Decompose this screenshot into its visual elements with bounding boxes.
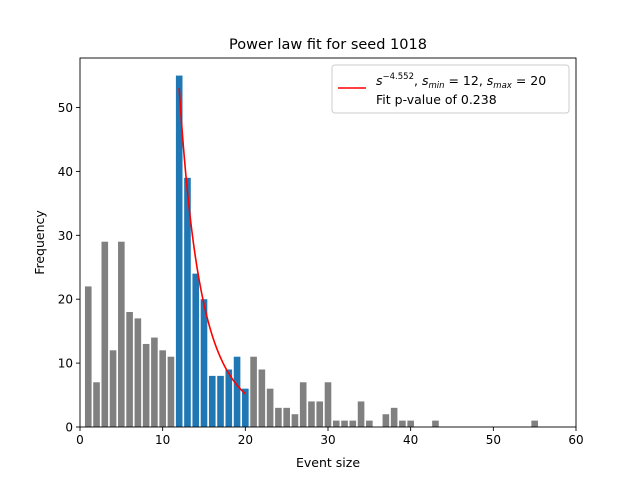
bar-outside-fit-range-9 <box>151 337 158 427</box>
bar-outside-fit-range-7 <box>134 318 142 427</box>
bar-outside-fit-range-34 <box>357 401 365 427</box>
bar-outside-fit-range-32 <box>341 420 348 427</box>
bar-outside-fit-range-4 <box>109 350 117 427</box>
y-tick-label-50: 50 <box>58 101 73 115</box>
bar-outside-fit-range-6 <box>126 311 133 427</box>
y-tick-label-20: 20 <box>58 293 73 307</box>
y-tick-label-10: 10 <box>58 357 73 371</box>
bar-outside-fit-range-38 <box>390 407 398 427</box>
legend: s−4.552, smin = 12, smax = 20 Fit p-valu… <box>331 64 570 114</box>
bar-outside-fit-range-5 <box>118 241 125 427</box>
y-axis-label: Frequency <box>32 210 47 275</box>
power-law-fit-line <box>178 88 246 395</box>
y-tick-label-40: 40 <box>58 165 73 179</box>
x-tick-label-10: 10 <box>155 433 170 447</box>
bar-fit-range-15 <box>200 299 208 427</box>
bar-outside-fit-range-28 <box>308 401 315 427</box>
y-tick-label-0: 0 <box>65 421 73 435</box>
bar-fit-range-18 <box>225 369 233 427</box>
bar-fit-range-12 <box>175 75 183 427</box>
bars-layer <box>84 75 538 427</box>
bar-fit-range-14 <box>192 273 200 427</box>
x-tick-label-50: 50 <box>486 433 501 447</box>
bar-outside-fit-range-30 <box>324 382 332 427</box>
bar-outside-fit-range-23 <box>266 388 274 427</box>
legend-box <box>331 64 570 114</box>
bar-outside-fit-range-31 <box>332 420 340 427</box>
bar-outside-fit-range-22 <box>258 369 266 427</box>
bar-outside-fit-range-33 <box>349 420 357 427</box>
bar-fit-range-17 <box>217 375 224 427</box>
bar-outside-fit-range-24 <box>275 407 282 427</box>
bar-outside-fit-range-43 <box>432 420 439 427</box>
bar-outside-fit-range-39 <box>399 420 406 427</box>
bar-outside-fit-range-26 <box>291 414 299 427</box>
bar-outside-fit-range-11 <box>167 356 175 427</box>
fit-layer <box>178 88 246 395</box>
bar-outside-fit-range-29 <box>316 401 324 427</box>
legend-pvalue-label: Fit p-value of 0.238 <box>376 92 497 107</box>
bar-outside-fit-range-10 <box>159 350 166 427</box>
bar-outside-fit-range-1 <box>84 286 92 427</box>
x-tick-label-0: 0 <box>76 433 84 447</box>
x-tick-label-40: 40 <box>403 433 418 447</box>
x-tick-label-30: 30 <box>320 433 335 447</box>
bar-fit-range-19 <box>233 356 241 427</box>
bar-outside-fit-range-27 <box>299 382 307 427</box>
legend-fit-label: s−4.552, smin = 12, smax = 20 <box>376 72 546 91</box>
bar-outside-fit-range-25 <box>283 407 290 427</box>
x-axis: 0 10 20 30 40 50 60 <box>76 427 584 447</box>
x-tick-label-20: 20 <box>238 433 253 447</box>
bar-outside-fit-range-40 <box>407 420 414 427</box>
bar-outside-fit-range-35 <box>366 420 373 427</box>
bar-fit-range-20 <box>242 388 249 427</box>
bar-outside-fit-range-37 <box>382 414 390 427</box>
bar-outside-fit-range-21 <box>250 356 257 427</box>
y-axis: 0 10 20 30 40 50 <box>58 101 80 435</box>
y-tick-label-30: 30 <box>58 229 73 243</box>
bar-outside-fit-range-55 <box>531 420 538 427</box>
bar-outside-fit-range-8 <box>142 343 150 427</box>
chart-title: Power law fit for seed 1018 <box>229 37 427 53</box>
x-tick-label-60: 60 <box>568 433 583 447</box>
x-axis-label: Event size <box>296 455 360 470</box>
bar-outside-fit-range-3 <box>101 241 109 427</box>
bar-outside-fit-range-2 <box>93 382 100 427</box>
bar-fit-range-13 <box>184 177 191 427</box>
bar-fit-range-16 <box>208 375 216 427</box>
